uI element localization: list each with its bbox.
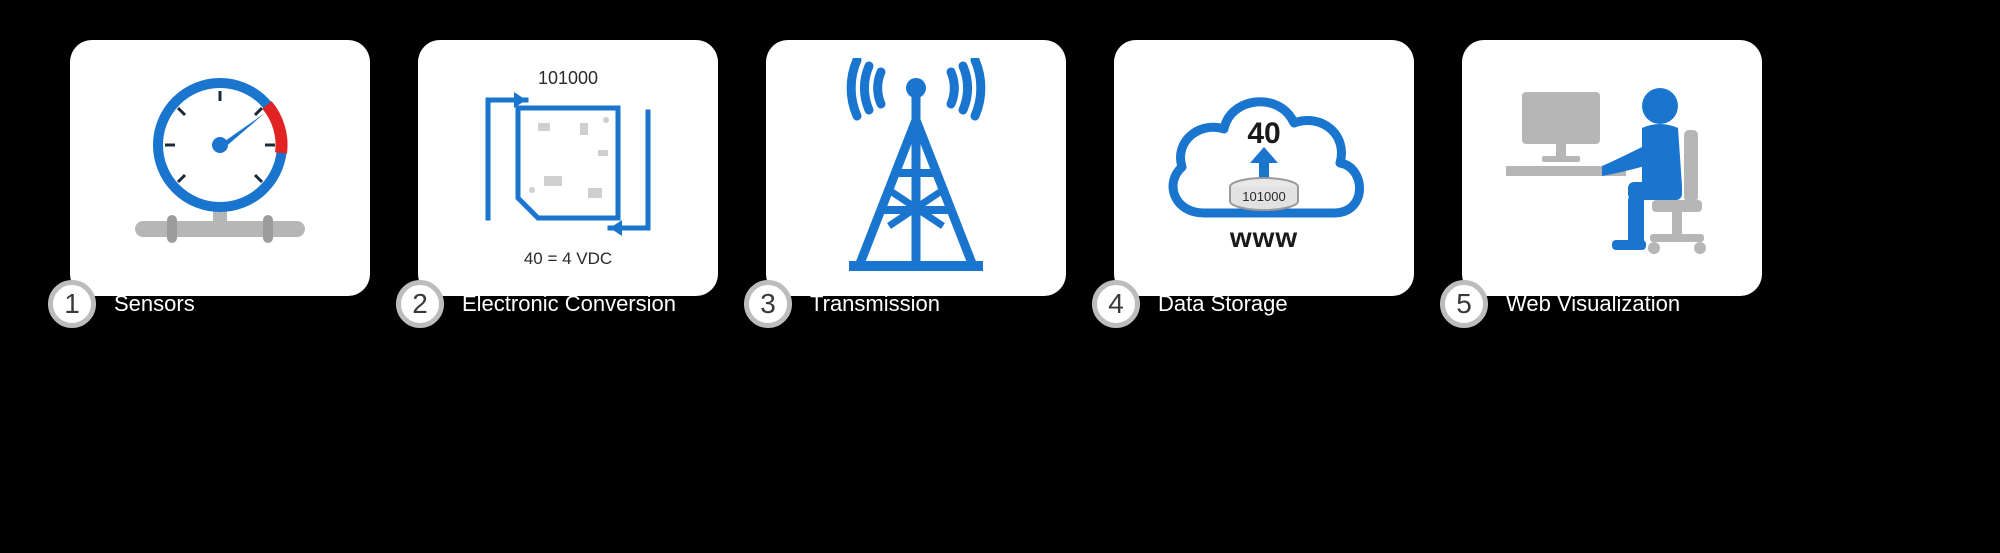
caption-row: 5 Web Visualization	[1440, 280, 1680, 328]
step-number-badge: 2	[396, 280, 444, 328]
caption-row: 2 Electronic Conversion	[396, 280, 676, 328]
card-visualization	[1462, 40, 1762, 296]
card-sensors	[70, 40, 370, 296]
process-strip: 1 Sensors 101000	[0, 0, 2000, 416]
caption-row: 4 Data Storage	[1092, 280, 1288, 328]
binary-text: 101000	[538, 68, 598, 88]
step-label: Sensors	[114, 291, 195, 317]
step-number-badge: 4	[1092, 280, 1140, 328]
step-sensors: 1 Sensors	[70, 40, 370, 296]
cloud-binary: 101000	[1242, 189, 1285, 204]
formula-text: 40 = 4 VDC	[524, 249, 612, 268]
user-at-desk-icon	[1492, 68, 1732, 268]
caption-row: 1 Sensors	[48, 280, 195, 328]
step-conversion: 101000	[418, 40, 718, 296]
cloud-www: www	[1229, 222, 1298, 253]
gauge-icon	[115, 63, 325, 273]
card-conversion: 101000	[418, 40, 718, 296]
step-label: Transmission	[810, 291, 940, 317]
step-visualization: 5 Web Visualization	[1462, 40, 1762, 296]
step-number-badge: 1	[48, 280, 96, 328]
step-number-badge: 3	[744, 280, 792, 328]
step-transmission: 3 Transmission	[766, 40, 1066, 296]
caption-row: 3 Transmission	[744, 280, 940, 328]
adc-chip-icon: 101000	[448, 58, 688, 278]
card-storage: 40 101000 www	[1114, 40, 1414, 296]
step-number-badge: 5	[1440, 280, 1488, 328]
step-storage: 40 101000 www 4 Data Storage	[1114, 40, 1414, 296]
card-transmission	[766, 40, 1066, 296]
cloud-db-icon: 40 101000 www	[1144, 63, 1384, 273]
antenna-icon	[821, 58, 1011, 278]
step-label: Electronic Conversion	[462, 291, 676, 317]
step-label: Data Storage	[1158, 291, 1288, 317]
cloud-value: 40	[1247, 117, 1280, 150]
step-label: Web Visualization	[1506, 291, 1680, 317]
